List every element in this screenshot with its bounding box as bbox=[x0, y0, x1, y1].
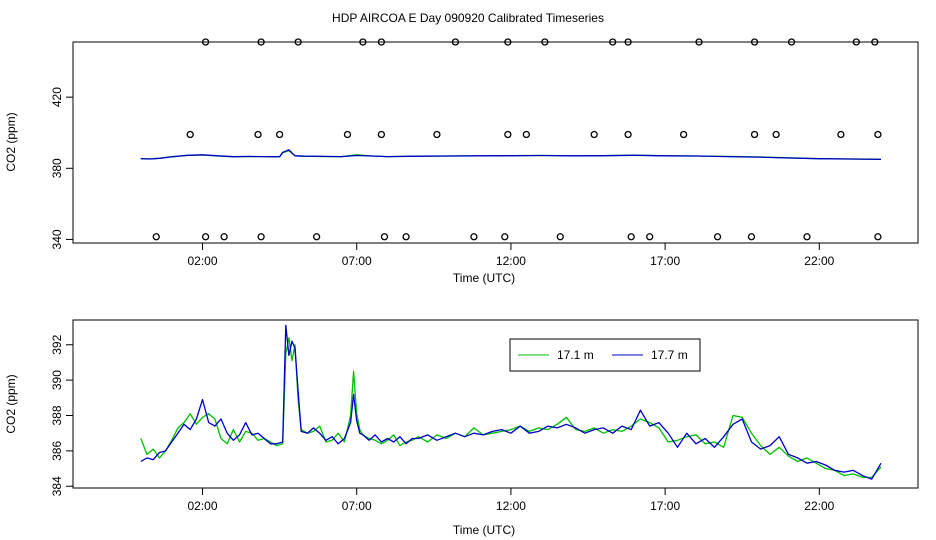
plot-frame bbox=[72, 319, 919, 489]
calibration-point bbox=[343, 130, 352, 139]
calibration-point bbox=[312, 233, 321, 241]
calibration-point bbox=[750, 38, 759, 46]
y-tick-label: 380 bbox=[50, 158, 64, 178]
calibration-point bbox=[451, 38, 460, 46]
y-tick-label: 340 bbox=[50, 229, 64, 249]
y-tick-label: 390 bbox=[50, 370, 64, 390]
calibration-point bbox=[377, 130, 386, 139]
y-tick-label: 386 bbox=[50, 441, 64, 461]
series-line-0 bbox=[140, 337, 882, 479]
calibration-point bbox=[556, 233, 564, 241]
calibration-point bbox=[501, 233, 509, 241]
legend-label: 17.7 m bbox=[651, 348, 688, 362]
calibration-point bbox=[294, 38, 302, 46]
x-tick-label: 22:00 bbox=[804, 499, 834, 513]
calibration-point bbox=[359, 38, 367, 46]
calibration-point bbox=[646, 233, 654, 241]
calibration-point bbox=[504, 130, 512, 139]
calibration-point bbox=[470, 233, 478, 241]
x-tick-label: 17:00 bbox=[650, 254, 680, 268]
y-axis-label: CO2 (ppm) bbox=[4, 374, 18, 433]
series-line-1 bbox=[140, 149, 882, 161]
series-line-1 bbox=[140, 324, 882, 480]
calibration-point bbox=[257, 233, 265, 241]
calibration-point bbox=[803, 233, 811, 241]
calibration-point bbox=[590, 130, 598, 139]
calibration-point bbox=[433, 130, 441, 139]
calibration-point bbox=[624, 130, 632, 139]
x-axis-label: Time (UTC) bbox=[453, 271, 515, 285]
x-tick-label: 12:00 bbox=[496, 254, 526, 268]
chart-title: HDP AIRCOA E Day 090920 Calibrated Times… bbox=[332, 11, 604, 25]
calibration-point bbox=[152, 233, 160, 241]
y-tick-label: 388 bbox=[50, 405, 64, 425]
calibration-point bbox=[402, 233, 410, 241]
calibration-point bbox=[201, 233, 210, 241]
x-tick-label: 02:00 bbox=[188, 254, 218, 268]
calibration-point bbox=[257, 38, 265, 46]
y-tick-label: 392 bbox=[50, 334, 64, 354]
calibration-panel: 02:00 07:00 12:00 17:00 22:00 340 380 420 Time … bbox=[4, 38, 919, 285]
calibration-points bbox=[152, 38, 882, 241]
series-group bbox=[140, 324, 882, 480]
legend: 17.1 m 17.7 m bbox=[509, 338, 701, 372]
calibration-point bbox=[522, 130, 530, 139]
calibration-point bbox=[874, 130, 882, 139]
calibration-point bbox=[871, 38, 879, 46]
x-tick-label: 07:00 bbox=[342, 499, 372, 513]
x-tick-label: 22:00 bbox=[804, 254, 834, 268]
calibration-point bbox=[837, 130, 845, 139]
legend-label: 17.1 m bbox=[557, 348, 594, 362]
x-tick-label: 17:00 bbox=[650, 499, 680, 513]
calibration-point bbox=[772, 130, 780, 139]
calibration-point bbox=[624, 38, 632, 46]
calibration-point bbox=[504, 38, 512, 46]
legend-box bbox=[509, 338, 701, 372]
y-tick-label: 384 bbox=[50, 476, 64, 496]
calibration-point bbox=[787, 38, 796, 46]
axes: 02:00 07:00 12:00 17:00 22:00 384 386 388 390 392 bbox=[50, 334, 835, 513]
calibration-point bbox=[380, 233, 389, 241]
x-tick-label: 02:00 bbox=[188, 499, 218, 513]
calibration-point bbox=[679, 130, 688, 139]
x-tick-label: 07:00 bbox=[342, 254, 372, 268]
x-axis-label: Time (UTC) bbox=[453, 523, 515, 537]
timeseries-panel: 02:00 07:00 12:00 17:00 22:00 384 386 388 390 392… bbox=[4, 319, 919, 537]
plot-frame bbox=[72, 41, 919, 244]
calibration-point bbox=[220, 233, 228, 241]
calibration-point bbox=[750, 130, 759, 139]
calibration-point bbox=[186, 130, 194, 139]
x-tick-label: 12:00 bbox=[496, 499, 526, 513]
calibration-point bbox=[275, 130, 284, 139]
calibration-point bbox=[747, 233, 756, 241]
calibration-point bbox=[541, 38, 549, 46]
series-group bbox=[140, 149, 882, 161]
calibration-point bbox=[627, 233, 635, 241]
y-tick-label: 420 bbox=[50, 87, 64, 107]
calibration-point bbox=[254, 130, 262, 139]
calibration-point bbox=[695, 38, 703, 46]
y-axis-label: CO2 (ppm) bbox=[4, 112, 18, 171]
calibration-point bbox=[874, 233, 882, 241]
calibration-point bbox=[201, 38, 210, 46]
calibration-point bbox=[713, 233, 722, 241]
calibration-point bbox=[377, 38, 386, 46]
axes: 02:00 07:00 12:00 17:00 22:00 340 380 420 bbox=[50, 87, 835, 268]
calibration-point bbox=[852, 38, 860, 46]
calibration-point bbox=[609, 38, 617, 46]
